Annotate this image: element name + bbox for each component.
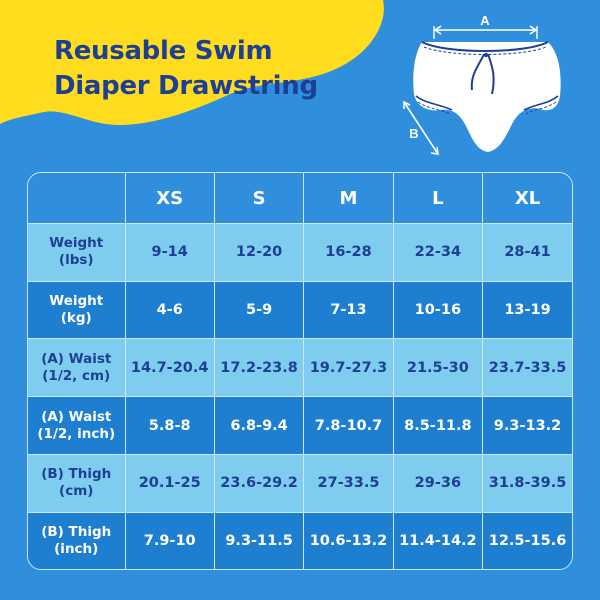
title-line-2: Diaper Drawstring [54,71,318,101]
size-header-l: L [392,173,484,224]
table-cell: 7.9-10 [124,511,215,569]
table-cell: 5-9 [213,280,305,340]
table-row: (B) Thigh (cm) 20.1-25 23.6-29.2 27-33.5 … [28,453,572,513]
title-line-1: Reusable Swim [54,36,273,66]
table-cell: 14.7-20.4 [124,338,215,398]
table-cell: 6.8-9.4 [213,396,305,455]
row-label-line-1: (A) Waist [41,408,112,425]
size-header-xl: XL [482,173,572,224]
table-cell: 22-34 [392,223,484,282]
table-cell: 9.3-11.5 [213,511,305,569]
table-cell: 12-20 [213,223,305,282]
table-cell: 20.1-25 [124,453,215,513]
table-row: (A) Waist (1/2, cm) 14.7-20.4 17.2-23.8 1… [28,338,572,398]
row-label-line-2: (inch) [54,540,99,557]
table-cell: 19.7-27.3 [303,338,394,398]
size-header-m: M [303,173,394,224]
table-row: Weight (lbs) 9-14 12-20 16-28 22-34 28-41 [28,223,572,282]
row-label-line-1: Weight [49,235,104,252]
yellow-blob-decoration [0,0,384,126]
label-a: A [480,14,490,28]
table-cell: 9-14 [124,223,215,282]
table-row: Weight (kg) 4-6 5-9 7-13 10-16 13-19 [28,280,572,340]
row-label-line-2: (cm) [59,483,94,500]
table-cell: 13-19 [482,280,572,340]
table-cell: 17.2-23.8 [213,338,305,398]
table-row: (B) Thigh (inch) 7.9-10 9.3-11.5 10.6-13.… [28,511,572,569]
size-chart-table: XS S M L XL Weight (lbs) 9-14 12-20 16-28… [27,172,573,570]
table-header-row: XS S M L XL [28,173,572,224]
row-label: (B) Thigh (inch) [28,511,126,569]
table-cell: 4-6 [124,280,215,340]
row-label-line-1: (A) Waist [41,350,112,367]
label-b: B [409,126,418,141]
table-cell: 23.6-29.2 [213,453,305,513]
table-cell: 11.4-14.2 [392,511,484,569]
table-cell: 7.8-10.7 [303,396,394,455]
row-label-line-2: (1/2, cm) [42,367,111,384]
table-cell: 9.3-13.2 [482,396,572,455]
table-cell: 8.5-11.8 [392,396,484,455]
row-label-line-1: Weight [49,293,104,310]
waist-arrow-icon: A [433,14,538,39]
diaper-diagram-icon: A B [403,14,561,155]
table-cell: 23.7-33.5 [482,338,572,398]
row-label-line-2: (kg) [60,310,92,327]
table-cell: 21.5-30 [392,338,484,398]
table-cell: 10-16 [392,280,484,340]
table-row: (A) Waist (1/2, inch) 5.8-8 6.8-9.4 7.8-1… [28,396,572,455]
table-cell: 10.6-13.2 [303,511,394,569]
row-label-line-1: (B) Thigh [41,523,112,540]
row-label-line-2: (lbs) [58,252,94,269]
table-cell: 16-28 [303,223,394,282]
table-cell: 28-41 [482,223,572,282]
row-label: Weight (kg) [28,280,126,340]
row-label: (A) Waist (1/2, cm) [28,338,126,398]
thigh-arrow-icon: B [403,100,439,155]
header-corner-cell [28,173,126,224]
table-cell: 7-13 [303,280,394,340]
page-title: Reusable Swim Diaper Drawstring [54,34,318,104]
row-label-line-2: (1/2, inch) [37,425,116,442]
size-header-xs: XS [124,173,215,224]
table-cell: 5.8-8 [124,396,215,455]
table-cell: 27-33.5 [303,453,394,513]
row-label-line-1: (B) Thigh [41,466,112,483]
row-label: (B) Thigh (cm) [28,453,126,513]
row-label: (A) Waist (1/2, inch) [28,396,126,455]
table-cell: 31.8-39.5 [482,453,572,513]
row-label: Weight (lbs) [28,223,126,282]
table-cell: 12.5-15.6 [482,511,572,569]
size-header-s: S [213,173,305,224]
table-cell: 29-36 [392,453,484,513]
diaper-body-icon [413,41,561,152]
